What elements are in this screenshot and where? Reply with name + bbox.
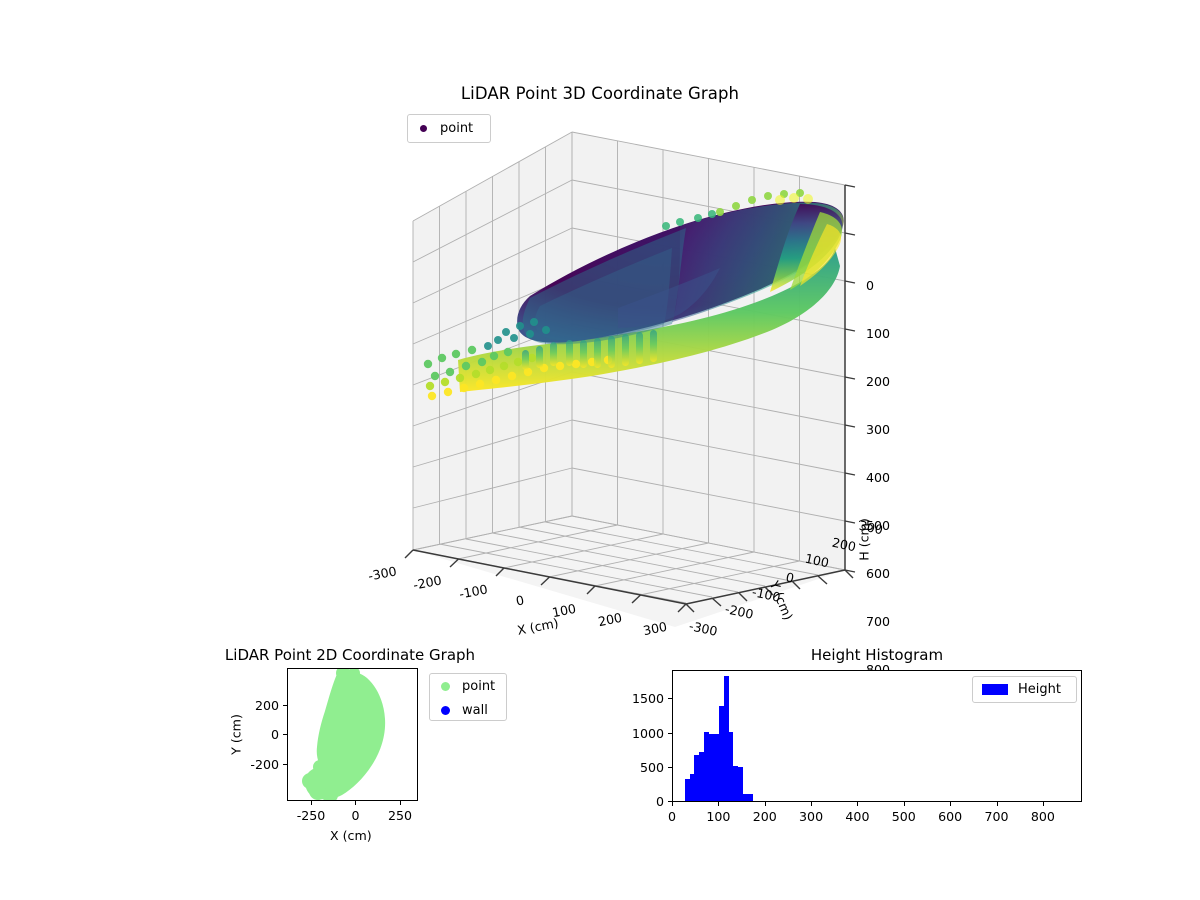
histogram-legend-label: Height [1018,682,1061,697]
plot3d-title: LiDAR Point 3D Coordinate Graph [460,84,740,103]
hist-xtickmark [903,802,905,806]
hist-xtick-500: 500 [891,809,916,824]
plot3d-ztick-600: 600 [866,566,891,581]
histogram-bar [748,794,753,801]
plot3d-ztick-100: 100 [866,326,891,341]
plot3d-zlabel: H (cm) [856,518,872,561]
hist-ytick-1000: 1000 [631,726,664,741]
plot2d-xtick-0: 0 [351,808,360,823]
hist-xtickmark [857,802,859,806]
hist-xtick-400: 400 [845,809,870,824]
hist-xtickmark [811,802,813,806]
plot3d-ztick-300: 300 [866,422,891,437]
plot3d-canvas [404,131,856,627]
hist-xtickmark [996,802,998,806]
plot3d-legend[interactable]: point [407,114,491,143]
legend-marker-wall-icon [441,705,450,715]
histogram-bar [718,706,724,801]
hist-xtickmark [718,802,720,806]
histogram-title: Height Histogram [810,646,944,664]
plot2d-xtickmark-m250 [311,801,312,805]
histogram-bar [738,766,743,801]
plot2d-ytick-200: 200 [254,698,279,713]
plot2d-xtick-m250: -250 [296,808,326,823]
plot3d-axes: 0 100 200 300 400 500 600 700 800 H (cm)… [367,100,900,677]
plot3d-ztick-0: 0 [866,278,875,293]
plot3d-ztick-200: 200 [866,374,891,389]
histogram-bar [743,793,749,801]
plot3d-ztick-500: 500 [866,518,891,533]
hist-xtickmark [672,802,673,806]
plot3d-ztick-700: 700 [866,614,891,629]
hist-xtick-0: 0 [667,809,676,824]
histogram-bar [723,676,729,801]
legend-swatch-height-icon [982,684,1008,695]
legend-marker-point-icon [441,681,450,691]
histogram-bar [713,733,719,801]
plot3d-point-cloud [423,189,844,401]
plot2d-xtickmark-250 [400,801,401,805]
plot2d-canvas [302,669,386,800]
plot2d-ytick-0: 0 [270,727,279,742]
hist-xtickmark [950,802,952,806]
hist-ytick-0: 0 [655,794,664,809]
plot2d-title: LiDAR Point 2D Coordinate Graph [224,646,476,664]
plot2d-ytickmark-m200 [283,764,287,765]
plot2d-xtickmark-0 [355,801,356,805]
histogram-bar [733,765,739,801]
hist-xtick-300: 300 [799,809,824,824]
hist-xtickmark [1042,802,1044,806]
legend-marker-point-icon [420,125,427,132]
plot2d-ytickmark-0 [283,734,287,735]
hist-xtick-200: 200 [752,809,777,824]
plot2d-axes [287,668,418,801]
hist-xtick-100: 100 [706,809,731,824]
hist-ytickmark-1500 [668,698,672,699]
plot3d-ztick-400: 400 [866,470,891,485]
histogram-bar [689,774,695,801]
hist-xtick-800: 800 [1030,809,1055,824]
hist-ytick-500: 500 [639,760,664,775]
plot2d-legend-entry-wall[interactable]: wall [430,698,506,722]
plot2d-ylabel: Y (cm) [228,714,244,755]
plot2d-legend-entry-point[interactable]: point [430,674,506,698]
histogram-bar [728,731,734,801]
plot2d-legend-label-wall: wall [462,702,488,718]
histogram-bar [709,734,714,801]
plot3d-legend-label: point [440,121,474,136]
hist-xtick-600: 600 [938,809,963,824]
histogram-legend[interactable]: Height [972,676,1077,703]
plot2d-xtick-250: 250 [387,808,413,823]
plot2d-xlabel: X (cm) [330,828,372,843]
hist-ytickmark-500 [668,767,672,768]
hist-ytick-1500: 1500 [631,691,664,706]
hist-xtickmark [764,802,766,806]
plot2d-ytickmark-200 [283,705,287,706]
plot2d-ytick-m200: -200 [250,757,279,772]
hist-ytickmark-0 [668,801,672,802]
histogram-bar [704,731,710,801]
hist-xtick-700: 700 [984,809,1009,824]
plot2d-legend[interactable]: point wall [429,673,507,721]
histogram-bar [699,751,705,801]
histogram-bar [694,754,700,801]
plot2d-legend-label-point: point [462,678,496,694]
hist-ytickmark-1000 [668,733,672,734]
histogram-bar [684,779,690,801]
